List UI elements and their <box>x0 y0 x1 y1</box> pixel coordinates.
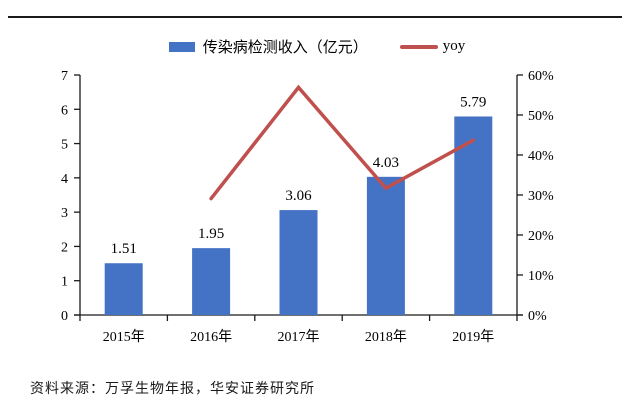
bar-2019年 <box>454 116 493 315</box>
y-right-tick-label: 10% <box>528 269 554 284</box>
y-left-tick-label: 5 <box>61 138 68 153</box>
source-note-text: 资料来源：万孚生物年报，华安证券研究所 <box>30 382 315 397</box>
y-left-tick-label: 3 <box>61 206 68 221</box>
bar-2016年 <box>192 248 231 315</box>
legend-bar-label: 传染病检测收入（亿元） <box>202 40 368 56</box>
bar-2018年 <box>366 176 405 315</box>
x-category-label: 2018年 <box>365 329 407 345</box>
bar-value-label: 5.79 <box>460 94 486 110</box>
y-left-tick-label: 7 <box>61 69 68 84</box>
source-note: 资料来源：万孚生物年报，华安证券研究所 <box>30 378 315 398</box>
yoy-line <box>209 84 476 201</box>
y-right-tick-label: 20% <box>528 229 554 244</box>
y-left-tick-label: 1 <box>61 275 68 290</box>
x-category-label: 2017年 <box>278 329 320 345</box>
x-category-label: 2016年 <box>190 329 232 345</box>
bar-2017年 <box>279 210 318 315</box>
y-right-tick-label: 50% <box>528 109 554 124</box>
y-left-tick-label: 4 <box>61 172 68 187</box>
bar-value-label: 3.06 <box>285 188 312 204</box>
y-left-tick-label: 6 <box>61 103 68 118</box>
bar-value-label: 1.95 <box>198 226 224 242</box>
y-left-tick-label: 2 <box>61 240 68 255</box>
legend-bar-swatch-icon <box>168 41 195 52</box>
y-right-tick-label: 30% <box>528 189 554 204</box>
bar-value-label: 1.51 <box>111 241 137 257</box>
x-category-label: 2015年 <box>103 329 145 345</box>
y-left-tick-label: 0 <box>61 309 68 324</box>
legend-line-swatch-icon <box>399 44 438 49</box>
x-category-label: 2019年 <box>452 329 494 345</box>
y-right-tick-label: 0% <box>528 309 547 324</box>
y-right-tick-label: 40% <box>528 149 554 164</box>
bar-value-label: 4.03 <box>373 155 399 171</box>
top-divider <box>8 16 622 18</box>
legend-line-label: yoy <box>442 38 466 54</box>
y-right-tick-label: 60% <box>528 69 554 84</box>
chart-legend: 传染病检测收入（亿元） yoy <box>0 36 634 57</box>
bar-2015年 <box>104 263 143 315</box>
